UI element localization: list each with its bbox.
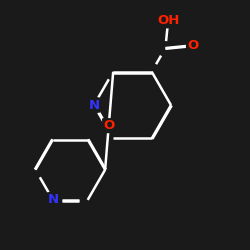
Text: N: N (88, 98, 100, 112)
Text: N: N (47, 194, 58, 206)
Text: O: O (103, 119, 114, 132)
Text: O: O (187, 39, 198, 52)
Text: OH: OH (157, 14, 179, 27)
